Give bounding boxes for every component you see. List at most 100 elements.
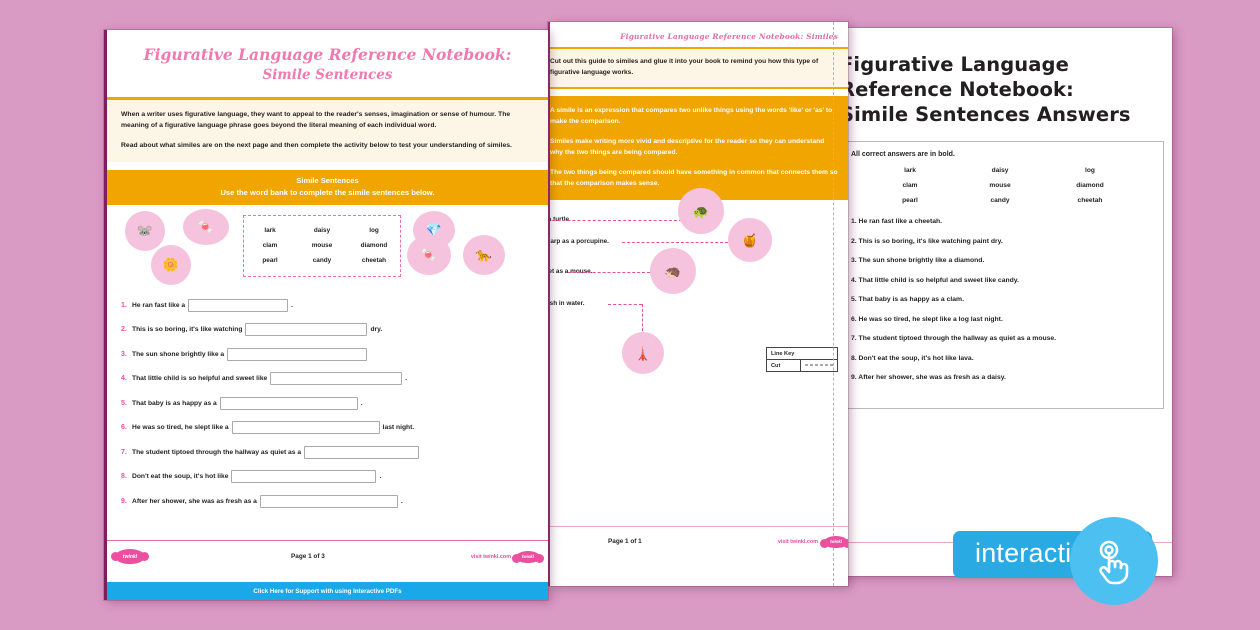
word-bank-word[interactable]: mouse: [311, 242, 333, 249]
answer-input[interactable]: [270, 372, 403, 385]
line-key-box: Line Key Cut: [766, 347, 838, 372]
word-bank-word[interactable]: candy: [312, 257, 332, 264]
question-suffix: .: [400, 497, 403, 505]
question-number: 5.: [121, 399, 127, 407]
word-bank-word[interactable]: cheetah: [361, 257, 387, 264]
word-bank-word: mouse: [989, 182, 1011, 189]
answer-input[interactable]: [231, 421, 380, 434]
answer-sheet-page[interactable]: Figurative Language Reference Notebook: …: [832, 28, 1172, 576]
word-bank-word: candy: [990, 197, 1010, 204]
answer-input[interactable]: [227, 347, 368, 361]
question-suffix: .: [360, 399, 363, 407]
intro-paragraph-2: Read about what similes are on the next …: [121, 141, 512, 149]
question-number: 1.: [121, 301, 127, 309]
interactive-pdf-banner[interactable]: Click Here for Support with using Intera…: [107, 582, 548, 600]
answer-input[interactable]: [219, 396, 358, 410]
question-text: This is so boring, it's like watching: [132, 326, 243, 333]
answer-input[interactable]: [188, 298, 289, 312]
treasure-photo-icon: 🍯: [728, 218, 772, 262]
activity-heading: Simile Sentences: [296, 175, 359, 185]
tap-hand-icon: [1070, 517, 1159, 605]
activity-banner: Simile Sentences Use the word bank to co…: [107, 169, 548, 205]
question-suffix: .: [291, 301, 294, 309]
word-bank-word[interactable]: daisy: [313, 227, 331, 234]
answers-word-bank: lark daisy log clam mouse diamond pearl …: [851, 167, 1153, 204]
worksheet-title: Figurative Language Reference Notebook: …: [107, 30, 548, 97]
word-bank-word: pearl: [902, 197, 918, 204]
word-bank-word[interactable]: pearl: [262, 257, 278, 264]
question-list: 1. He ran fast like a . 2. This is so bo…: [107, 295, 548, 508]
reference-intro: Cut out this guide to similes and glue i…: [550, 49, 848, 87]
question-row: 4. That little child is so helpful and s…: [121, 372, 532, 385]
answer-item: 6. He was so tired, he slept like a log …: [851, 315, 1003, 323]
cheetah-photo-icon: 🐆: [463, 234, 505, 275]
worksheet-title-line1: Figurative Language Reference Notebook:: [143, 45, 512, 64]
twinkl-logo[interactable]: twinkl: [820, 535, 848, 548]
visit-link[interactable]: visit twinkl.com: [777, 538, 818, 545]
answer-item: 7. The student tiptoed through the hallw…: [851, 335, 1057, 342]
word-bank-word: clam: [902, 182, 918, 189]
question-suffix: .: [405, 375, 408, 382]
page-number: Page 1 of 3: [291, 553, 325, 560]
question-number: 3.: [121, 350, 127, 358]
word-bank-word[interactable]: log: [369, 227, 379, 234]
reference-examples-area: as slow as a turtle. 🐢 as sharp as a por…: [548, 188, 848, 450]
word-bank: lark daisy log clam mouse diamond pearl …: [243, 214, 401, 277]
candy-photo-icon: 🍬: [183, 208, 229, 245]
reference-footer: Page 1 of 1 visit twinkl.com twinkl: [550, 526, 848, 556]
connector-line-vertical: [642, 304, 643, 336]
question-text: After her shower, she was as fresh as a: [132, 497, 257, 505]
word-bank-word[interactable]: clam: [262, 242, 278, 249]
question-row: 6. He was so tired, he slept like a last…: [121, 421, 532, 434]
question-suffix: .: [379, 473, 382, 480]
question-text: Don't eat the soup, it's hot like: [132, 473, 229, 480]
intro-paragraph-1: When a writer uses figurative language, …: [121, 110, 511, 129]
question-text: The student tiptoed through the hallway …: [132, 448, 302, 456]
twinkl-logo[interactable]: twinkl: [511, 550, 544, 563]
line-key-label: Cut: [767, 360, 801, 371]
orange-divider: [107, 97, 548, 100]
word-bank-word: cheetah: [1077, 197, 1103, 204]
question-text: He was so tired, he slept like a: [132, 424, 229, 431]
worksheet-intro: When a writer uses figurative language, …: [107, 99, 548, 162]
answers-box: All correct answers are in bold. lark da…: [840, 141, 1164, 409]
definition-para-3: The two things being compared should hav…: [550, 169, 838, 187]
word-bank-row: 🐭 🍬 🌼 lark daisy log clam mouse diamond …: [107, 208, 548, 295]
example-sentence: as sharp as a porcupine.: [550, 238, 609, 245]
answers-title-line2: Simile Sentences Answers: [840, 103, 1131, 126]
lighthouse-photo-icon: 🗼: [622, 332, 664, 374]
reference-definition-block: A simile is an expression that compares …: [550, 96, 848, 200]
orange-divider: [550, 87, 848, 89]
question-number: 9.: [121, 497, 127, 505]
interactive-badge[interactable]: interactive: [953, 517, 1159, 605]
line-key-sample: [801, 360, 837, 371]
question-row: 8. Don't eat the soup, it's hot like .: [121, 470, 532, 483]
twinkl-logo[interactable]: twinkl: [111, 549, 149, 564]
answer-input[interactable]: [259, 494, 398, 508]
example-sentence: as slow as a turtle.: [548, 216, 571, 223]
reference-sheet-page[interactable]: Figurative Language Reference Notebook: …: [548, 22, 848, 586]
word-bank-word[interactable]: lark: [264, 227, 276, 234]
answer-input[interactable]: [304, 445, 420, 459]
answers-title: Figurative Language Reference Notebook: …: [834, 28, 1172, 127]
visit-link[interactable]: visit twinkl.com: [470, 553, 511, 560]
answer-input[interactable]: [245, 323, 368, 336]
activity-instruction: Use the word bank to complete the simile…: [220, 187, 435, 197]
question-suffix: last night.: [382, 424, 415, 431]
worksheet-page[interactable]: Figurative Language Reference Notebook: …: [104, 30, 548, 600]
orange-divider: [550, 47, 848, 49]
question-row: 3. The sun shone brightly like a: [121, 347, 532, 361]
line-key-title: Line Key: [771, 350, 795, 357]
example-sentence: like a fish in water.: [549, 300, 585, 307]
question-text: He ran fast like a: [132, 301, 186, 309]
answer-item: 1. He ran fast like a cheetah.: [851, 218, 943, 225]
connector-line: [622, 242, 728, 243]
answers-title-line1: Figurative Language Reference Notebook:: [840, 53, 1074, 101]
question-number: 7.: [121, 448, 127, 456]
answer-input[interactable]: [231, 470, 377, 483]
interactive-pdf-banner-label: Click Here for Support with using Intera…: [253, 587, 402, 595]
word-bank-word[interactable]: diamond: [360, 242, 388, 249]
answer-item: 3. The sun shone brightly like a diamond…: [851, 257, 985, 264]
page-number: Page 1 of 1: [608, 538, 642, 545]
question-suffix: dry.: [370, 326, 383, 333]
